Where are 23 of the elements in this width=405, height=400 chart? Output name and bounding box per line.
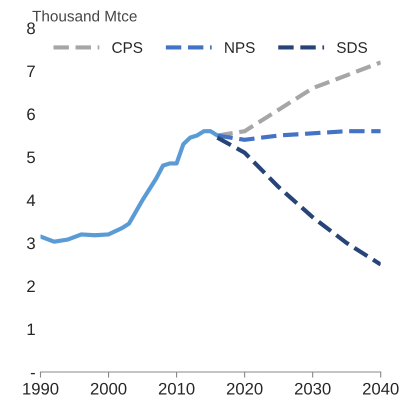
x-tick-label: 2000 — [90, 382, 126, 395]
y-tick-label: - — [30, 372, 35, 374]
x-tick-label: 2030 — [294, 382, 331, 395]
line-series — [215, 129, 381, 142]
line-series — [215, 136, 381, 267]
y-axis-title: Thousand Mtce — [32, 10, 137, 22]
y-tick-label: 4 — [26, 194, 36, 206]
line-series — [215, 60, 381, 138]
legend-label: SDS — [337, 42, 368, 53]
y-tick-label: 8 — [27, 22, 35, 34]
x-tick-label: 2010 — [158, 382, 194, 395]
y-tick-label: 1 — [28, 324, 35, 336]
y-tick-label: 3 — [27, 237, 35, 250]
y-tick-label: 7 — [27, 66, 35, 78]
legend-label: CPS — [112, 42, 142, 53]
y-tick-label: 2 — [27, 280, 35, 292]
x-tick-label: 2020 — [226, 382, 263, 395]
y-tick-label: 6 — [27, 108, 35, 120]
y-tick-label: 5 — [27, 152, 35, 164]
legend-label: NPS — [225, 42, 255, 53]
x-tick-label: 1990 — [23, 382, 58, 395]
line-series — [40, 129, 220, 244]
x-tick-label: 2040 — [363, 382, 399, 395]
